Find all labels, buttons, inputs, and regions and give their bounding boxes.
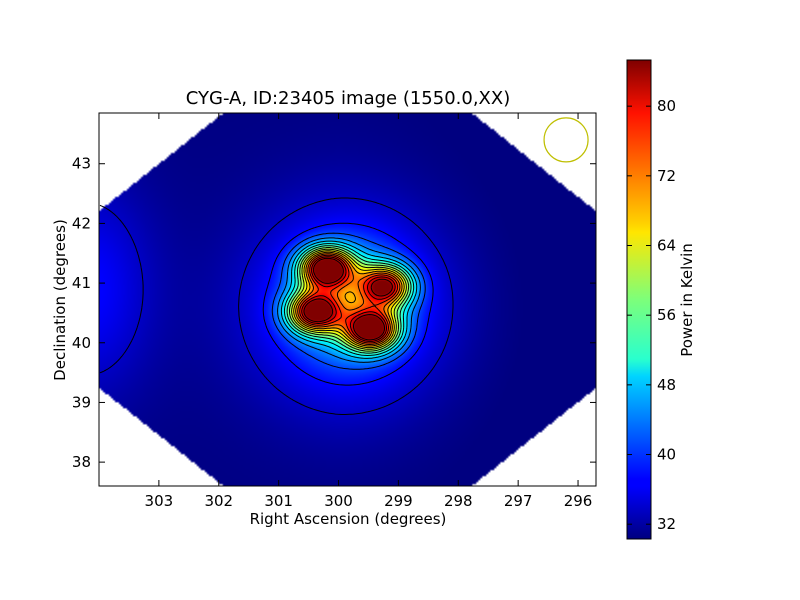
y-tick-label: 42	[72, 214, 91, 232]
colorbar-tick-label: 80	[657, 97, 676, 115]
contour-line	[293, 250, 405, 349]
colorbar-tick-label: 64	[657, 237, 676, 255]
contour-line	[277, 237, 421, 363]
contour-line	[286, 245, 412, 354]
colorbar-label: Power in Kelvin	[678, 243, 696, 357]
x-tick-label: 299	[384, 492, 413, 510]
contour-line	[99, 197, 454, 415]
contour-line	[262, 222, 434, 386]
heatmap-image	[99, 113, 596, 486]
x-tick-label: 301	[264, 492, 293, 510]
contour-line	[301, 256, 396, 342]
x-tick-label: 296	[564, 492, 593, 510]
x-tick-label: 302	[204, 492, 233, 510]
y-axis-ticks: 38 39 40 41 42 43	[72, 155, 596, 471]
contour-line	[280, 240, 418, 359]
beam-circle	[543, 117, 589, 163]
colorbar: 32 40 48 56 64 72 80	[626, 59, 676, 540]
x-tick-label: 300	[324, 492, 353, 510]
colorbar-ticks: 32 40 48 56 64 72 80	[627, 97, 676, 533]
colorbar-tick-label: 48	[657, 376, 676, 394]
y-tick-label: 39	[72, 393, 91, 411]
colorbar-tick-label: 40	[657, 446, 676, 464]
x-tick-label: 298	[444, 492, 473, 510]
contour-line	[299, 254, 399, 344]
y-tick-label: 40	[72, 334, 91, 352]
contour-line	[303, 257, 393, 341]
contour-line	[297, 253, 401, 345]
colorbar-tick-label: 72	[657, 167, 676, 185]
contour-line	[283, 243, 415, 356]
colorbar-gradient	[626, 59, 652, 540]
y-tick-label: 38	[72, 453, 91, 471]
contour-line	[295, 251, 403, 347]
x-axis-ticks: 303 302 301 300 299 298 297 296	[145, 113, 593, 510]
contour-line	[271, 232, 426, 370]
plot-frame	[98, 112, 597, 487]
y-tick-label: 41	[72, 274, 91, 292]
contour-line	[289, 247, 410, 352]
x-tick-label: 297	[504, 492, 533, 510]
plot-area: 303 302 301 300 299 298 297 296 38 39 40 41 42 43	[72, 112, 597, 510]
x-tick-label: 303	[145, 492, 174, 510]
colorbar-tick-label: 32	[657, 515, 676, 533]
colorbar-tick-label: 56	[657, 306, 676, 324]
y-tick-label: 43	[72, 155, 91, 173]
chart-title: CYG-A, ID:23405 image (1550.0,XX)	[186, 88, 510, 109]
x-axis-label: Right Ascension (degrees)	[250, 510, 447, 528]
contour-line	[291, 248, 407, 350]
y-axis-label: Declination (degrees)	[51, 219, 69, 381]
contour-lines	[99, 197, 454, 415]
